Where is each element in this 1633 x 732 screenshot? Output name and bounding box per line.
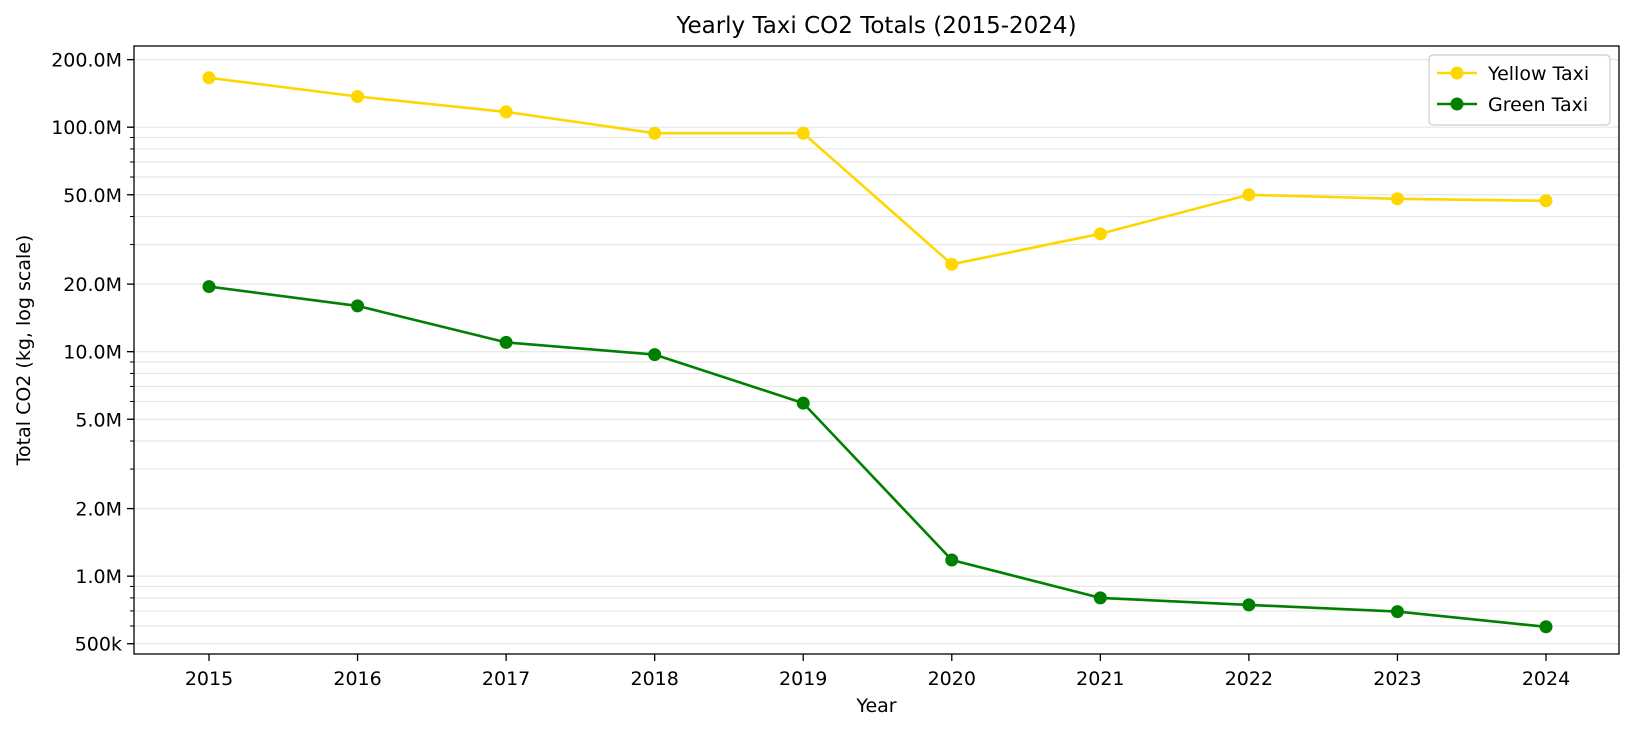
data-point — [1242, 598, 1256, 612]
series-0 — [202, 71, 1553, 271]
tick-layer: 500k 1.0M 2.0M 5.0M 10.0M 20.0M 50.0M 100.0M 200… — [51, 50, 1570, 690]
y-tick-label: 1.0M — [75, 566, 122, 588]
data-point — [1093, 227, 1107, 241]
legend-item: Yellow Taxi — [1437, 63, 1589, 85]
x-tick-label: 2021 — [1076, 668, 1124, 690]
chart-title: Yearly Taxi CO2 Totals (2015-2024) — [675, 13, 1076, 39]
legend-item: Green Taxi — [1437, 94, 1588, 116]
data-point — [1539, 620, 1553, 634]
x-tick-label: 2016 — [333, 668, 381, 690]
y-tick-label: 5.0M — [75, 409, 122, 431]
x-tick-label: 2015 — [185, 668, 233, 690]
y-tick-label: 100.0M — [51, 117, 122, 139]
legend: Yellow Taxi Green Taxi — [1428, 54, 1611, 126]
data-point — [499, 335, 513, 349]
legend-label: Green Taxi — [1488, 94, 1588, 116]
data-point — [351, 299, 365, 313]
y-tick-label: 20.0M — [63, 274, 122, 296]
x-tick-label: 2023 — [1373, 668, 1421, 690]
y-tick-label: 500k — [75, 634, 122, 656]
data-point — [1390, 192, 1404, 206]
data-point — [202, 280, 216, 294]
data-point — [351, 90, 365, 104]
data-point — [945, 553, 959, 567]
legend-swatch-marker — [1450, 66, 1464, 80]
data-point — [1539, 194, 1553, 208]
data-point — [499, 105, 513, 119]
y-tick-label: 200.0M — [51, 50, 122, 72]
y-tick-label: 10.0M — [63, 342, 122, 364]
series-layer — [202, 71, 1553, 634]
plot-frame — [133, 45, 1620, 655]
data-point — [796, 126, 810, 140]
series-line — [208, 76, 1547, 266]
y-tick-label: 50.0M — [63, 185, 122, 207]
data-point — [648, 126, 662, 140]
x-tick-label: 2022 — [1225, 668, 1273, 690]
legend-swatch-marker — [1450, 97, 1464, 111]
series-line — [208, 285, 1547, 629]
grid-layer — [134, 59, 1619, 645]
data-point — [1390, 605, 1404, 619]
y-axis-label: Total CO2 (kg, log scale) — [13, 235, 35, 467]
y-tick-label: 2.0M — [75, 499, 122, 521]
data-point — [796, 396, 810, 410]
legend-label: Yellow Taxi — [1487, 63, 1589, 85]
x-tick-label: 2017 — [482, 668, 530, 690]
data-point — [1093, 591, 1107, 605]
x-tick-label: 2018 — [630, 668, 678, 690]
data-point — [648, 348, 662, 362]
x-tick-label: 2020 — [928, 668, 976, 690]
data-point — [202, 71, 216, 85]
x-axis-label: Year — [855, 695, 896, 717]
data-point — [1242, 188, 1256, 202]
series-1 — [202, 280, 1553, 634]
x-tick-label: 2024 — [1522, 668, 1570, 690]
data-point — [945, 257, 959, 271]
x-tick-label: 2019 — [779, 668, 827, 690]
